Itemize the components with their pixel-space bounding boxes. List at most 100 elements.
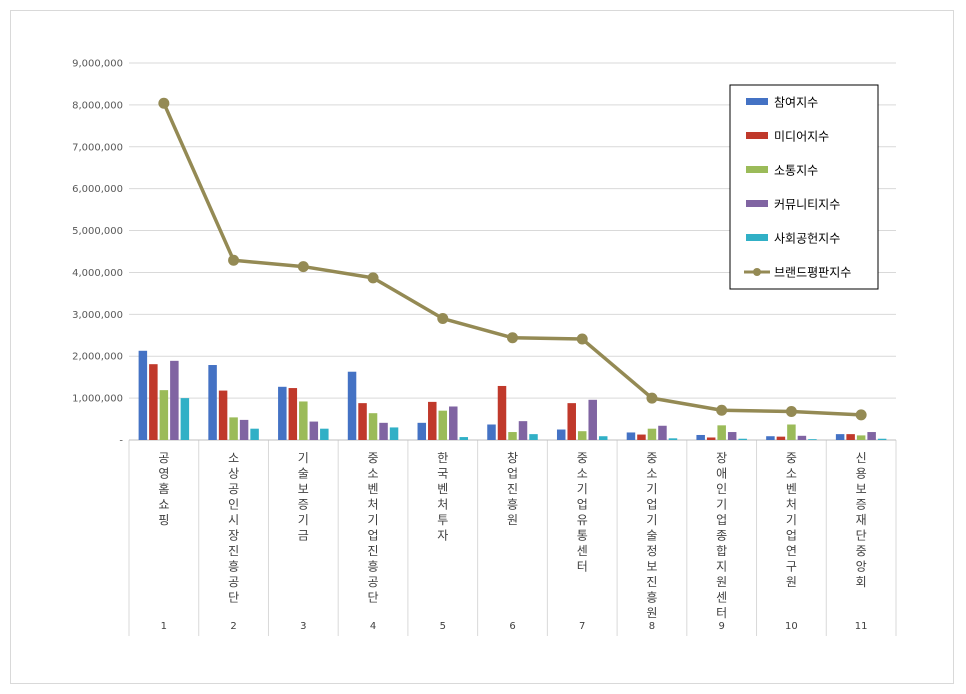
bar — [658, 425, 667, 440]
bar — [497, 385, 507, 440]
bar — [567, 403, 576, 440]
rank-label: 1 — [161, 621, 167, 632]
legend-label: 브랜드평판지수 — [774, 266, 851, 280]
bar — [170, 360, 179, 440]
legend-label: 커뮤니티지수 — [774, 198, 840, 212]
line-series — [158, 97, 867, 421]
bar — [797, 435, 807, 440]
line-point — [158, 97, 170, 109]
bar — [668, 438, 678, 440]
bar — [250, 428, 259, 440]
y-tick-label: 6,000,000 — [72, 184, 123, 195]
category-axis: 공 영 홈 쇼 핑 1 소 상 공 인 시 장 진 흥 공 단 2 기 술 보 증 기 금 3 중 소 벤 처 기 업 진 흥 공 단 4 한 국 벤 처 투… — [128, 439, 897, 636]
y-tick-label: 3,000,000 — [72, 310, 123, 321]
bar — [459, 437, 469, 440]
bar — [180, 398, 190, 440]
bar — [776, 436, 786, 440]
line-point — [716, 404, 728, 416]
bar — [588, 399, 597, 440]
line-point — [785, 406, 797, 418]
y-tick-label: 7,000,000 — [72, 142, 123, 153]
bar — [218, 390, 228, 440]
bar — [428, 401, 437, 440]
bar — [347, 371, 357, 440]
bar — [738, 438, 747, 440]
bar — [846, 434, 855, 440]
bar — [637, 434, 646, 440]
bar — [508, 432, 517, 440]
line-point — [437, 313, 449, 325]
y-tick-label: 2,000,000 — [72, 352, 123, 363]
line-point — [367, 272, 379, 284]
bar — [647, 428, 657, 440]
y-tick-label: 1,000,000 — [72, 394, 123, 405]
legend-label: 사회공헌지수 — [774, 232, 840, 246]
rank-label: 3 — [300, 621, 306, 632]
rank-label: 2 — [230, 621, 236, 632]
y-axis-ticks: - 1,000,000 2,000,000 3,000,000 4,000,000 5,0… — [72, 59, 123, 447]
y-tick-label: - — [119, 436, 123, 447]
legend-swatch — [746, 132, 768, 139]
bar — [518, 421, 528, 440]
bar — [727, 432, 737, 440]
chart-svg: - 1,000,000 2,000,000 3,000,000 4,000,000 5,0… — [72, 59, 897, 636]
y-tick-label: 5,000,000 — [72, 226, 123, 237]
bar — [487, 424, 496, 440]
line-point — [855, 409, 867, 421]
rank-label: 11 — [855, 621, 868, 632]
legend-label: 미디어지수 — [774, 130, 829, 144]
bar — [835, 434, 845, 440]
bar — [449, 406, 458, 440]
bar — [288, 388, 298, 440]
bar — [417, 422, 427, 440]
bar — [867, 432, 876, 440]
bar — [239, 419, 249, 440]
bar — [808, 439, 817, 440]
bar — [368, 413, 378, 440]
rank-label: 6 — [509, 621, 515, 632]
bar-series — [138, 350, 887, 440]
chart-frame: - 1,000,000 2,000,000 3,000,000 4,000,000 5,0… — [10, 10, 954, 684]
bar — [138, 350, 148, 440]
bar — [766, 436, 775, 440]
bar — [278, 386, 287, 440]
bar — [696, 434, 705, 440]
rank-label: 10 — [785, 621, 798, 632]
legend-marker — [753, 268, 761, 276]
line-point — [228, 254, 240, 266]
legend-swatch — [746, 234, 768, 241]
bar — [149, 364, 158, 440]
legend-box — [729, 84, 879, 290]
bar — [529, 434, 538, 440]
legend-swatch — [746, 166, 768, 173]
bar — [787, 424, 796, 440]
bar — [309, 421, 319, 440]
y-tick-label: 4,000,000 — [72, 268, 123, 279]
line-point — [507, 332, 518, 344]
bar — [706, 437, 716, 440]
bar — [438, 410, 448, 440]
legend-swatch — [746, 98, 768, 105]
bar — [598, 436, 608, 440]
line-point — [297, 261, 309, 273]
y-tick-label: 8,000,000 — [72, 100, 123, 111]
bar — [577, 431, 587, 440]
legend-label: 참여지수 — [774, 96, 818, 110]
bar — [229, 417, 238, 440]
bar — [299, 401, 308, 440]
grid-layer — [129, 62, 896, 441]
legend-label: 소통지수 — [774, 164, 818, 178]
bar — [856, 435, 866, 440]
rank-label: 5 — [440, 621, 446, 632]
legend-swatch — [746, 200, 768, 207]
